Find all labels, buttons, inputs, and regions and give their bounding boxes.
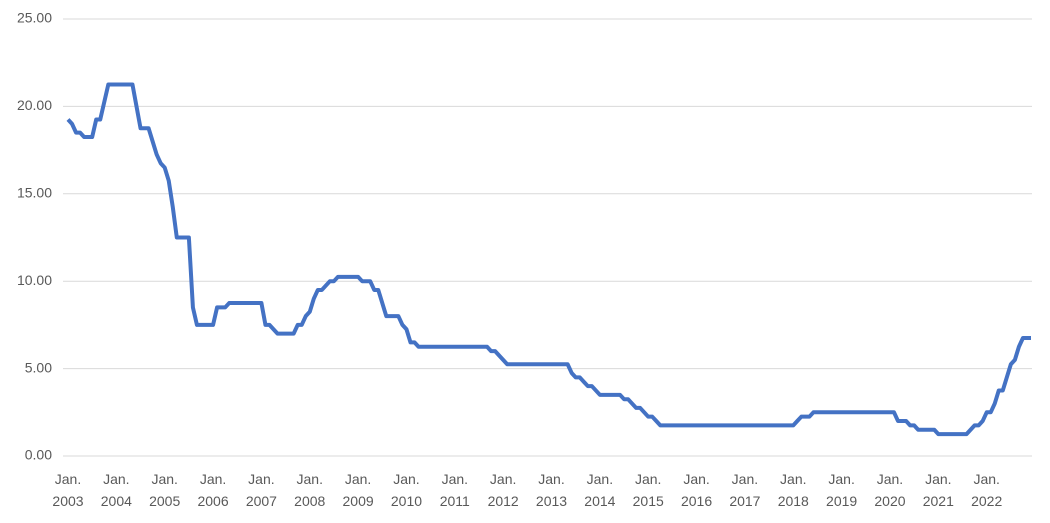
x-tick-label: Jan. 2005 — [149, 471, 181, 509]
data-line — [66, 82, 1031, 437]
x-tick-label: Jan. 2011 — [439, 471, 470, 509]
y-tick-label: 5.00 — [25, 359, 52, 375]
x-tick-label: Jan. 2012 — [487, 471, 519, 509]
x-tick-label: Jan. 2003 — [52, 471, 84, 509]
x-tick-label: Jan. 2014 — [584, 471, 616, 509]
x-tick-label: Jan. 2009 — [342, 471, 374, 509]
x-tick-label: Jan. 2022 — [971, 471, 1003, 509]
y-tick-label: 0.00 — [25, 447, 52, 463]
x-tick-label: Jan. 2016 — [680, 471, 713, 509]
y-tick-label: 25.00 — [17, 10, 52, 26]
y-tick-label: 10.00 — [17, 272, 52, 288]
x-tick-label: Jan. 2004 — [100, 471, 132, 509]
y-tick-label: 20.00 — [17, 97, 52, 113]
x-tick-label: Jan. 2018 — [777, 471, 809, 509]
x-tick-label: Jan. 2021 — [922, 471, 954, 509]
x-tick-label: Jan. 2013 — [535, 471, 568, 509]
x-tick-label: Jan. 2006 — [197, 471, 229, 509]
x-tick-label: Jan. 2020 — [874, 471, 906, 509]
x-tick-label: Jan. 2017 — [729, 471, 761, 509]
x-tick-label: Jan. 2010 — [390, 471, 423, 509]
x-tick-label: Jan. 2008 — [294, 471, 326, 509]
y-tick-label: 15.00 — [17, 185, 52, 201]
x-tick-label: Jan. 2015 — [632, 471, 664, 509]
x-tick-label: Jan. 2007 — [245, 471, 277, 509]
x-tick-label: Jan. 2019 — [826, 471, 858, 509]
